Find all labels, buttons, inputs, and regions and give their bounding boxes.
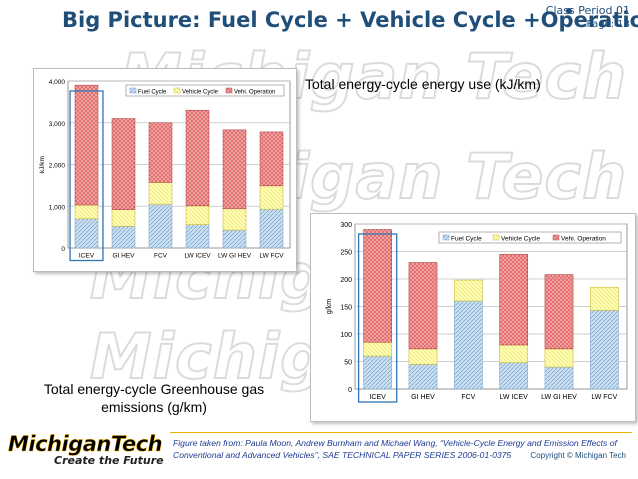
bar-segment: [259, 131, 284, 187]
bar-segment: [148, 203, 173, 249]
bar-segment: [185, 224, 210, 249]
bar-segment: [222, 208, 247, 231]
copyright-text: Copyright © Michigan Tech: [530, 451, 626, 460]
x-tick-label: ICEV: [369, 394, 386, 401]
bar-segment: [74, 218, 99, 249]
highlight-box: [69, 90, 104, 262]
energy-use-chart: 0 1,000 2,000 3,000 4,000 kJ/km ICEV GI HEV FCV L…: [33, 68, 297, 272]
bar-segment: [499, 253, 529, 346]
y-tick-label: 0: [61, 246, 65, 253]
y-axis-label: g/km: [326, 299, 333, 314]
legend-swatch: [492, 234, 500, 241]
ghg-emissions-caption: Total energy-cycle Greenhouse gas emissi…: [43, 381, 265, 415]
ghg-emissions-chart: 0 50 100 150 200 250 300 g/km ICEV GI HEV FCV LW IC…: [310, 213, 636, 422]
y-tick-label: 1,000: [49, 204, 66, 211]
footer-divider: [170, 432, 632, 433]
x-tick-label: FCV: [461, 394, 475, 401]
bullet-icon: [566, 8, 572, 14]
y-tick-label: 300: [340, 222, 352, 229]
y-tick-label: 250: [340, 250, 352, 257]
legend-swatch: [173, 87, 181, 94]
x-tick-label: LW GI HEV: [218, 253, 252, 260]
bar-segment: [363, 341, 393, 357]
y-tick-label: 2,000: [49, 163, 66, 170]
legend-swatch: [225, 87, 233, 94]
bar-segment: [589, 286, 619, 311]
bar-segment: [111, 118, 136, 210]
y-tick-label: 4,000: [49, 79, 66, 86]
y-tick-label: 150: [340, 305, 352, 312]
y-tick-label: 3,000: [49, 121, 66, 128]
legend-label: Fuel Cycle: [138, 90, 167, 96]
bar-segment: [148, 122, 173, 183]
x-tick-label: LW GI HEV: [541, 394, 577, 401]
bar-segment: [363, 355, 393, 390]
y-tick-label: 200: [340, 277, 352, 284]
x-tick-label: LW ICEV: [184, 253, 211, 260]
y-tick-label: 50: [344, 360, 352, 367]
energy-use-chart-svg: 0 1,000 2,000 3,000 4,000 kJ/km ICEV GI HEV FCV L…: [39, 79, 291, 262]
x-tick-label: LW FCV: [259, 253, 284, 260]
logo-tagline: Create the Future: [54, 454, 164, 467]
bar-segment: [259, 208, 284, 249]
bar-segment: [499, 344, 529, 363]
legend-swatch: [129, 87, 137, 94]
bar-segment: [453, 279, 483, 302]
x-tick-label: FCV: [154, 253, 168, 260]
y-tick-label: 0: [348, 387, 352, 394]
bar-segment: [74, 84, 99, 206]
legend-label: Vehicle Cycle: [182, 90, 219, 96]
bar-segment: [544, 274, 574, 350]
bar-segment: [185, 205, 210, 225]
logo-wordmark: MichiganTech: [8, 432, 163, 457]
bar-segment: [544, 348, 574, 368]
page-label: Page:: [586, 19, 615, 30]
highlight-box: [357, 233, 398, 403]
bar-segment: [148, 182, 173, 205]
legend-box: [125, 84, 285, 97]
legend-swatch: [442, 234, 450, 241]
legend-label: Vehi. Operation: [561, 236, 606, 243]
page-number: 13: [617, 19, 630, 30]
bar-segment: [499, 362, 529, 390]
slide-title: Big Picture: Fuel Cycle + Vehicle Cycle …: [62, 8, 638, 32]
legend-label: Vehicle Cycle: [501, 236, 540, 243]
bar-segment: [544, 366, 574, 390]
x-tick-label: ICEV: [79, 253, 95, 260]
bar-segment: [363, 229, 393, 343]
legend-label: Fuel Cycle: [451, 236, 482, 243]
bar-segment: [222, 229, 247, 249]
page-indicator: Page: 13: [587, 19, 631, 30]
bar-segment: [111, 225, 136, 249]
bar-segment: [408, 262, 438, 350]
bar-segment: [111, 209, 136, 227]
y-axis-label: kJ/km: [39, 156, 46, 173]
class-period-label: Class Period 01: [545, 4, 630, 17]
bar-segment: [222, 129, 247, 210]
bar-segment: [408, 348, 438, 365]
x-tick-label: GI HEV: [411, 394, 435, 401]
figure-citation: Figure taken from: Paula Moon, Andrew Bu…: [173, 438, 617, 460]
legend-label: Vehi. Operation: [234, 90, 275, 96]
bar-segment: [185, 109, 210, 207]
energy-use-caption: Total energy-cycle energy use (kJ/km): [305, 76, 541, 92]
x-tick-label: GI HEV: [112, 253, 135, 260]
bar-segment: [589, 310, 619, 390]
y-tick-label: 100: [340, 332, 352, 339]
michigan-tech-logo: MichiganTech Create the Future: [8, 432, 168, 467]
bar-segment: [453, 300, 483, 390]
x-tick-label: LW ICEV: [500, 394, 529, 401]
bar-segment: [74, 204, 99, 220]
legend-swatch: [552, 234, 560, 241]
bar-segment: [408, 363, 438, 390]
x-tick-label: LW FCV: [591, 394, 617, 401]
legend-box: [438, 231, 622, 244]
ghg-emissions-chart-svg: 0 50 100 150 200 250 300 g/km ICEV GI HEV FCV LW IC…: [326, 222, 628, 403]
bar-segment: [259, 185, 284, 210]
